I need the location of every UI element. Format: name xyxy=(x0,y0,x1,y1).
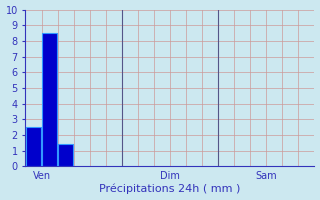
Bar xyxy=(58,144,73,166)
X-axis label: Précipitations 24h ( mm ): Précipitations 24h ( mm ) xyxy=(99,184,241,194)
Bar xyxy=(26,127,41,166)
Bar xyxy=(42,33,57,166)
